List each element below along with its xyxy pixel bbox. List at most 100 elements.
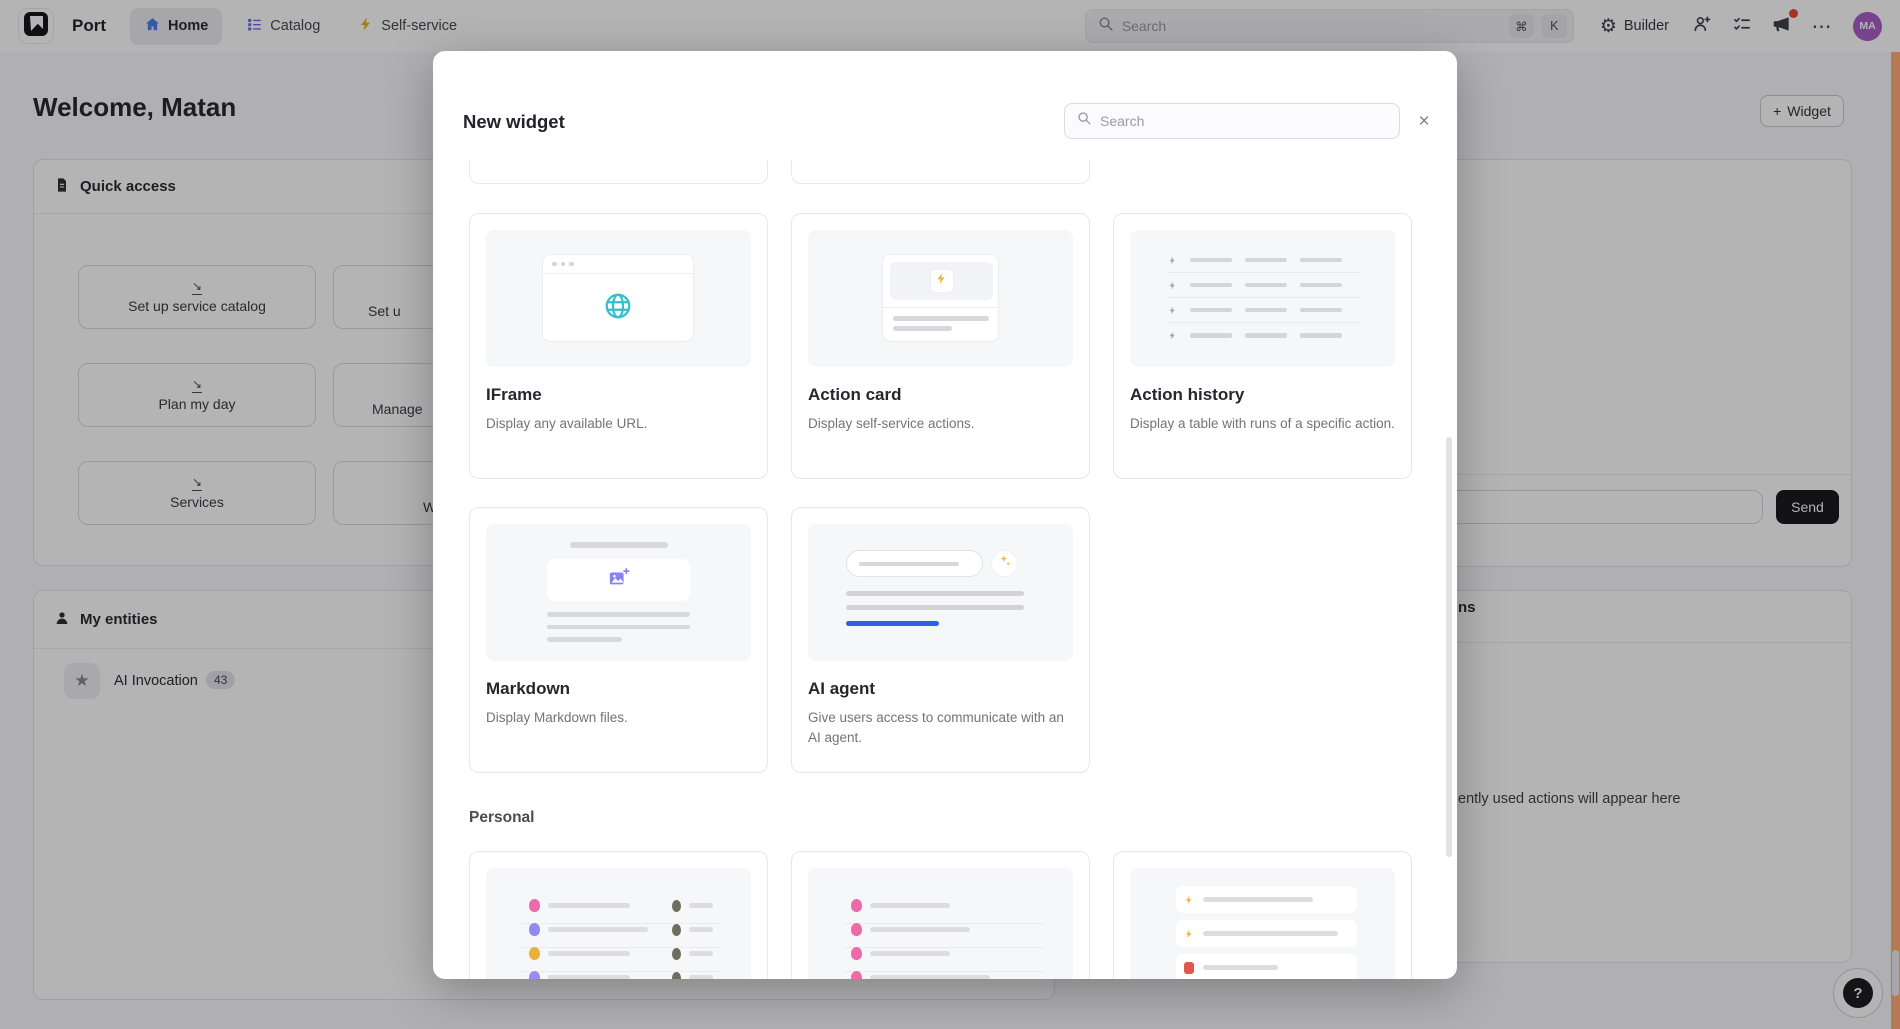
- divider: [1086, 642, 1851, 643]
- divider: [1086, 474, 1851, 475]
- more-menu-button[interactable]: ⋯: [1807, 11, 1837, 41]
- modal-title: New widget: [463, 111, 565, 132]
- personal-thumbnail: [1130, 868, 1395, 979]
- global-search-input[interactable]: [1121, 18, 1501, 34]
- search-icon: [1077, 111, 1092, 131]
- new-widget-modal: New widget × Custom: [433, 51, 1457, 979]
- tasks-button[interactable]: [1727, 11, 1757, 41]
- checklist-icon: [1732, 14, 1752, 39]
- arrow-corner-icon: ↘: [191, 377, 203, 393]
- widget-description: Display a table with runs of a specific …: [1130, 416, 1395, 431]
- arrow-corner-icon: ↘: [191, 279, 203, 295]
- blue-progress-line: [846, 621, 939, 626]
- builder-button[interactable]: ⚙ Builder: [1600, 17, 1669, 36]
- widget-title: Markdown: [486, 679, 571, 698]
- close-icon: ×: [1418, 111, 1430, 132]
- help-button[interactable]: ?: [1833, 968, 1883, 1018]
- star-icon: ★: [74, 671, 90, 690]
- port-logo[interactable]: [18, 8, 54, 44]
- widget-description: Display any available URL.: [486, 416, 648, 431]
- action-card-thumbnail: [808, 230, 1073, 367]
- lightning-icon: [358, 16, 374, 36]
- globe-icon: [603, 291, 633, 326]
- lightning-icon: [935, 272, 948, 290]
- modal-scrollbar-thumb[interactable]: [1446, 437, 1452, 857]
- quick-access-title: Quick access: [80, 178, 176, 195]
- add-widget-button[interactable]: + Widget: [1760, 95, 1844, 127]
- widget-search[interactable]: [1064, 103, 1400, 139]
- actions-empty-state-text: ently used actions will appear here: [1458, 791, 1681, 807]
- person-add-icon: [1692, 14, 1712, 39]
- add-widget-label: Widget: [1787, 103, 1831, 119]
- ellipsis-icon: ⋯: [1811, 15, 1833, 38]
- favorite-star-button[interactable]: ★: [64, 663, 100, 699]
- widget-card-action-history[interactable]: Action history Display a table with runs…: [1113, 213, 1412, 479]
- markdown-thumbnail: [486, 524, 751, 661]
- announcements-button[interactable]: [1767, 9, 1798, 41]
- page-scrollbar-track[interactable]: [1891, 52, 1900, 1029]
- search-icon: [1098, 16, 1114, 37]
- avatar[interactable]: MA: [1853, 11, 1882, 41]
- quick-access-label: W: [423, 499, 437, 515]
- widget-card-ai-agent[interactable]: AI agent Give users access to communicat…: [791, 507, 1090, 773]
- personal-widget-card[interactable]: [469, 851, 768, 979]
- notification-dot: [1789, 9, 1798, 18]
- markdown-illustration: [547, 542, 690, 642]
- action-card-illustration: [882, 254, 999, 342]
- person-icon: [54, 610, 70, 630]
- quick-access-label: Plan my day: [158, 395, 236, 412]
- arrow-corner-icon: ↘: [191, 475, 203, 491]
- entity-name[interactable]: AI Invocation: [114, 673, 198, 689]
- quick-access-button[interactable]: ↘ Set up service catalog: [78, 265, 316, 329]
- quick-access-button[interactable]: ↘ Services: [78, 461, 316, 525]
- widget-card-markdown[interactable]: Markdown Display Markdown files.: [469, 507, 768, 773]
- catalog-icon: [246, 16, 263, 37]
- quick-access-label: Set up service catalog: [128, 297, 266, 314]
- iframe-thumbnail: [486, 230, 751, 367]
- help-question-icon: ?: [1843, 978, 1873, 1008]
- widget-title: AI agent: [808, 679, 876, 698]
- quick-access-label: Set u: [368, 303, 401, 319]
- browser-window-illustration: [542, 254, 694, 342]
- quick-access-button[interactable]: ↘ Plan my day: [78, 363, 316, 427]
- widget-search-input[interactable]: [1100, 113, 1387, 129]
- runs-table-illustration: [1168, 248, 1360, 348]
- nav-tab-catalog[interactable]: Catalog: [232, 8, 334, 45]
- widget-title: IFrame: [486, 385, 542, 404]
- widget-card-iframe[interactable]: IFrame Display any available URL.: [469, 213, 768, 479]
- personal-widget-card[interactable]: [1113, 851, 1412, 979]
- actions-panel-title-fragment: ns: [1458, 599, 1476, 616]
- personal-thumbnail: [486, 868, 751, 979]
- builder-label: Builder: [1623, 18, 1669, 34]
- plus-icon: +: [1773, 103, 1782, 119]
- ai-agent-illustration: [846, 550, 1038, 626]
- widget-description: Display self-service actions.: [808, 416, 975, 431]
- page-scrollbar-thumb[interactable]: [1892, 950, 1899, 996]
- home-icon: [144, 16, 161, 37]
- nav-tab-home[interactable]: Home: [130, 7, 223, 45]
- personal-thumbnail: [808, 868, 1073, 979]
- global-search[interactable]: ⌘ K: [1084, 9, 1574, 43]
- close-button[interactable]: ×: [1411, 109, 1437, 135]
- sparkles-icon: [998, 554, 1012, 573]
- nav-tab-label: Self-service: [381, 18, 458, 34]
- command-keycap: ⌘: [1508, 14, 1534, 38]
- entity-count-badge: 43: [206, 671, 236, 689]
- my-entities-title: My entities: [80, 611, 158, 628]
- ai-agent-thumbnail: [808, 524, 1073, 661]
- top-navigation-bar: Port Home Catalog Self-service ⌘ K: [0, 0, 1900, 52]
- widget-card-action-card[interactable]: Action card Display self-service actions…: [791, 213, 1090, 479]
- send-button[interactable]: Send: [1776, 490, 1839, 524]
- nav-tab-self-service[interactable]: Self-service: [344, 8, 471, 44]
- gear-icon: ⚙: [1599, 15, 1617, 37]
- invite-user-button[interactable]: [1687, 11, 1717, 41]
- personal-widget-card[interactable]: [791, 851, 1090, 979]
- k-keycap: K: [1541, 14, 1567, 38]
- quick-access-label: Manage: [372, 401, 423, 417]
- cutoff-widget-card[interactable]: [791, 160, 1090, 184]
- cutoff-widget-card[interactable]: [469, 160, 768, 184]
- action-history-thumbnail: [1130, 230, 1395, 367]
- nav-tab-label: Catalog: [270, 18, 321, 34]
- quick-access-label: Services: [170, 493, 224, 510]
- widget-title: Action history: [1130, 385, 1245, 404]
